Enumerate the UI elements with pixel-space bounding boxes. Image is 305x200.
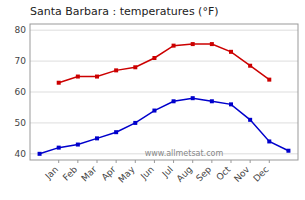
point [95, 136, 99, 140]
point [210, 42, 214, 46]
x-tick [135, 160, 136, 163]
point [76, 75, 80, 79]
point [76, 143, 80, 147]
point [172, 44, 176, 48]
point [57, 146, 61, 150]
point [267, 139, 271, 143]
x-tick-label: Mar [79, 164, 98, 183]
x-tick-label: Jul [160, 164, 175, 179]
x-tick [116, 160, 117, 163]
point [248, 118, 252, 122]
x-tick-label: Aug [175, 164, 195, 184]
x-tick [192, 160, 193, 163]
point [191, 42, 195, 46]
chart: Santa Barbara : temperatures (°F) 40 50 60 7… [0, 0, 305, 200]
x-tick-label: Jan [43, 164, 61, 182]
x-tick [269, 160, 270, 163]
point [57, 81, 61, 85]
x-tick-label: May [116, 164, 137, 185]
x-tick [77, 160, 78, 163]
x-tick [58, 160, 59, 163]
point [133, 121, 137, 125]
point [286, 149, 290, 153]
point [152, 56, 156, 60]
point [191, 96, 195, 100]
x-tick [173, 160, 174, 163]
x-tick [97, 160, 98, 163]
x-tick-label: Dec [251, 164, 270, 183]
point [210, 99, 214, 103]
point [38, 152, 42, 156]
point [248, 64, 252, 68]
watermark: www.allmetsat.com [145, 149, 224, 158]
plot-area [38, 42, 291, 156]
series-line [59, 44, 270, 83]
grid-line [30, 61, 298, 62]
series-line [40, 98, 289, 154]
y-tick-label: 60 [15, 87, 27, 97]
point [172, 99, 176, 103]
point [133, 65, 137, 69]
point [95, 75, 99, 79]
x-tick-label: Jun [138, 164, 156, 182]
x-tick [154, 160, 155, 163]
point [114, 68, 118, 72]
x-tick-label: Feb [61, 164, 80, 183]
grid-line [30, 30, 298, 31]
y-tick-label: 80 [15, 25, 27, 35]
y-tick-label: 70 [15, 56, 27, 66]
x-tick-label: Sep [194, 164, 213, 183]
plot-frame [30, 24, 298, 160]
x-tick [231, 160, 232, 163]
point [267, 78, 271, 82]
x-tick-label: Apr [99, 164, 117, 182]
point [152, 109, 156, 113]
y-tick-label: 50 [15, 118, 27, 128]
y-tick-label: 40 [15, 149, 27, 159]
point [229, 102, 233, 106]
point [114, 130, 118, 134]
x-tick [250, 160, 251, 163]
point [229, 50, 233, 54]
x-tick-label: Nov [232, 164, 252, 184]
x-tick-label: Oct [214, 164, 232, 182]
x-tick [211, 160, 212, 163]
grid-line [30, 122, 298, 123]
title: Santa Barbara : temperatures (°F) [30, 5, 219, 18]
grid-line [30, 92, 298, 93]
